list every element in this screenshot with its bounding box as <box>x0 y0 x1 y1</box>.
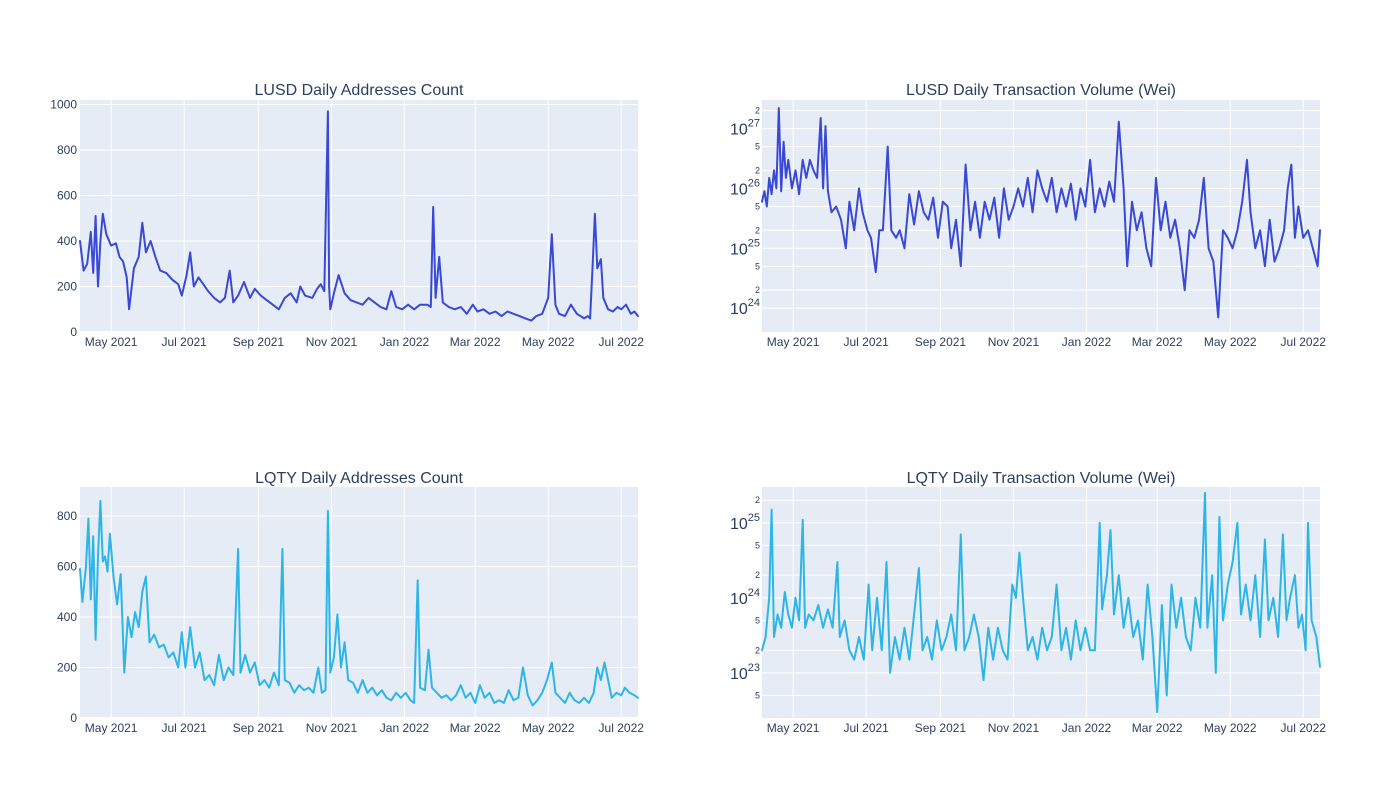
x-tick-label: May 2021 <box>85 335 138 349</box>
y-minor-tick-label: 2 <box>755 225 760 235</box>
x-tick-label: Jan 2022 <box>1062 335 1112 349</box>
y-tick-label: 800 <box>57 509 77 523</box>
x-tick-label: Sep 2021 <box>915 335 967 349</box>
x-tick-label: Jan 2022 <box>1062 721 1112 735</box>
y-tick-label: 200 <box>57 661 77 675</box>
x-tick-label: Jan 2022 <box>380 335 430 349</box>
y-tick-label: 600 <box>57 189 77 203</box>
x-tick-label: Sep 2021 <box>915 721 967 735</box>
y-tick-label: 0 <box>70 325 77 339</box>
y-minor-tick-label: 2 <box>755 285 760 295</box>
y-tick-label: 800 <box>57 143 77 157</box>
x-tick-label: Mar 2022 <box>450 721 501 735</box>
x-tick-label: Nov 2021 <box>306 335 358 349</box>
chart-panel-3: 0 200 400 600 800 May 2021 Jul 2021 Sep 2021 Nov… <box>57 470 644 735</box>
plot-area <box>80 487 638 718</box>
chart-title: LQTY Daily Transaction Volume (Wei) <box>907 470 1176 487</box>
x-tick-label: Nov 2021 <box>306 721 358 735</box>
y-tick-label: 600 <box>57 560 77 574</box>
y-minor-tick-label: 5 <box>755 615 760 625</box>
x-tick-label: Nov 2021 <box>988 721 1040 735</box>
chart-title: LUSD Daily Addresses Count <box>255 82 465 99</box>
x-tick-label: Nov 2021 <box>988 335 1040 349</box>
x-tick-label: Jul 2022 <box>599 721 645 735</box>
y-tick-label: 0 <box>70 711 77 725</box>
y-major-tick-label: 1025 <box>730 512 760 533</box>
y-major-tick-label: 1024 <box>730 297 760 318</box>
y-minor-tick-label: 5 <box>755 261 760 271</box>
y-major-tick-label: 1024 <box>730 587 760 608</box>
x-tick-label: May 2021 <box>767 335 820 349</box>
x-tick-label: Sep 2021 <box>233 721 285 735</box>
x-tick-label: May 2022 <box>522 721 575 735</box>
x-tick-label: Jul 2021 <box>161 335 207 349</box>
x-tick-label: May 2021 <box>767 721 820 735</box>
chart-title: LUSD Daily Transaction Volume (Wei) <box>906 82 1176 99</box>
y-minor-tick-label: 2 <box>755 495 760 505</box>
x-tick-label: May 2022 <box>1204 335 1257 349</box>
chart-panel-1: 0 200 400 600 800 1000 May 2021 Jul 2021 Sep 202… <box>50 82 644 349</box>
plot-area <box>762 487 1320 718</box>
y-minor-tick-label: 2 <box>755 570 760 580</box>
series-line <box>79 110 639 322</box>
x-tick-label: Jul 2021 <box>843 335 889 349</box>
x-tick-label: May 2021 <box>85 721 138 735</box>
y-minor-tick-label: 5 <box>755 201 760 211</box>
x-tick-label: Mar 2022 <box>1132 721 1183 735</box>
y-minor-tick-label: 5 <box>755 690 760 700</box>
plot-area <box>80 100 638 332</box>
x-tick-label: Jan 2022 <box>380 721 430 735</box>
y-major-tick-label: 1023 <box>730 662 760 683</box>
y-tick-label: 200 <box>57 280 77 294</box>
y-major-tick-label: 1027 <box>730 118 760 139</box>
x-tick-label: Jul 2021 <box>843 721 889 735</box>
y-major-tick-label: 1025 <box>730 237 760 258</box>
y-tick-label: 400 <box>57 234 77 248</box>
series-line <box>761 107 1321 319</box>
x-tick-label: Jul 2022 <box>599 335 645 349</box>
x-tick-label: Mar 2022 <box>1132 335 1183 349</box>
x-tick-label: Jul 2021 <box>161 721 207 735</box>
x-tick-label: Jul 2022 <box>1281 721 1327 735</box>
y-minor-tick-label: 5 <box>755 142 760 152</box>
plot-area <box>762 100 1320 332</box>
chart-title: LQTY Daily Addresses Count <box>255 470 463 487</box>
x-tick-label: Mar 2022 <box>450 335 501 349</box>
y-major-tick-label: 1026 <box>730 177 760 198</box>
y-minor-tick-label: 2 <box>755 165 760 175</box>
x-tick-label: Sep 2021 <box>233 335 285 349</box>
y-minor-tick-label: 2 <box>755 106 760 116</box>
chart-panel-2: 2 5 2 5 2 5 2 1024 1025 1026 1027 May 2021 Jul 2021 S… <box>730 82 1326 349</box>
x-tick-label: May 2022 <box>522 335 575 349</box>
chart-panel-4: 5 2 5 2 5 2 1023 1024 1025 May 2021 Jul 2021 Sep 20… <box>730 470 1326 735</box>
x-tick-label: Jul 2022 <box>1281 335 1327 349</box>
x-tick-label: May 2022 <box>1204 721 1257 735</box>
series-line <box>79 499 639 707</box>
y-tick-label: 400 <box>57 610 77 624</box>
y-minor-tick-label: 2 <box>755 645 760 655</box>
series-line <box>761 491 1321 714</box>
y-tick-label: 1000 <box>50 98 77 112</box>
y-minor-tick-label: 5 <box>755 540 760 550</box>
